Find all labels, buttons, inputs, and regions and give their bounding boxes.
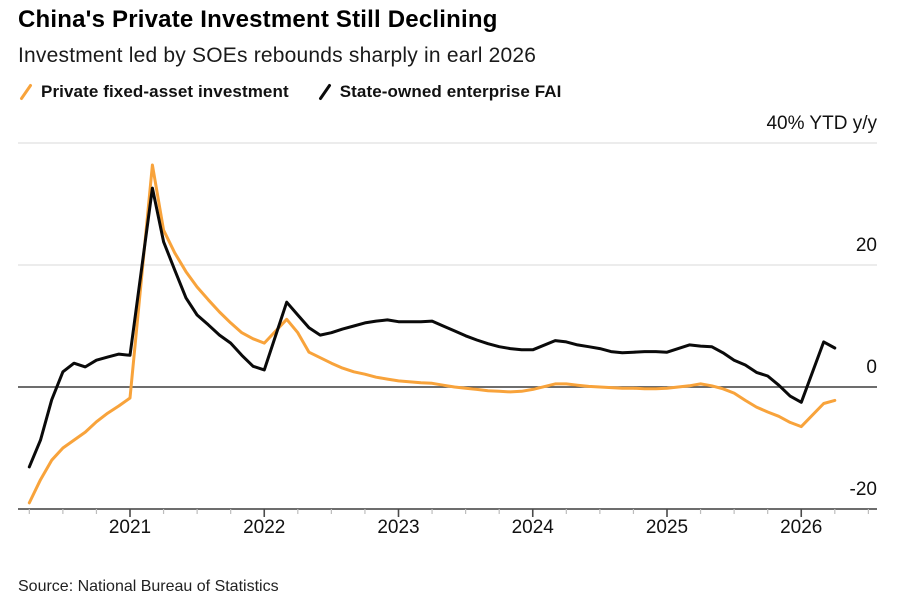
x-tick-label: 2023 xyxy=(377,517,420,538)
legend-label-soe: State-owned enterprise FAI xyxy=(339,82,562,101)
legend-item-private: Private fixed-asset investment xyxy=(18,81,289,103)
y-tick-label: 20 xyxy=(855,235,877,256)
legend-item-soe: State-owned enterprise FAI xyxy=(317,81,562,103)
x-tick-label: 2025 xyxy=(645,517,689,538)
legend: Private fixed-asset investment State-own… xyxy=(18,81,561,103)
black-line-marker-icon xyxy=(318,84,331,100)
chart-subtitle: Investment led by SOEs rebounds sharply … xyxy=(18,44,537,67)
x-tick-label: 2022 xyxy=(243,517,286,538)
y-tick-label: 40% YTD y/y xyxy=(766,113,877,134)
y-tick-label: -20 xyxy=(849,479,877,500)
y-tick-label: 0 xyxy=(866,357,877,378)
x-tick-label: 2024 xyxy=(511,517,554,538)
x-tick-label: 2021 xyxy=(108,517,152,538)
page-title: China's Private Investment Still Declini… xyxy=(18,6,498,33)
source-note: Source: National Bureau of Statistics xyxy=(18,578,279,595)
orange-line-marker-icon xyxy=(20,84,32,100)
x-tick-label: 2026 xyxy=(780,517,823,538)
legend-label-private: Private fixed-asset investment xyxy=(41,82,289,101)
